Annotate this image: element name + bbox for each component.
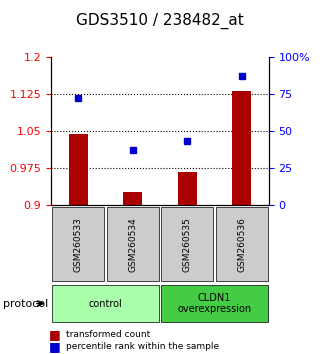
Bar <box>107 207 159 281</box>
Bar <box>161 207 213 281</box>
Text: control: control <box>89 298 123 309</box>
Text: GSM260534: GSM260534 <box>128 217 137 272</box>
Bar <box>52 207 104 281</box>
Bar <box>161 285 268 322</box>
Text: GSM260535: GSM260535 <box>183 217 192 272</box>
Bar <box>52 285 159 322</box>
Text: ■: ■ <box>49 341 60 353</box>
Text: GDS3510 / 238482_at: GDS3510 / 238482_at <box>76 12 244 29</box>
Text: GSM260533: GSM260533 <box>74 217 83 272</box>
Text: GSM260536: GSM260536 <box>237 217 246 272</box>
Text: protocol: protocol <box>3 298 48 309</box>
Text: percentile rank within the sample: percentile rank within the sample <box>66 342 219 352</box>
Text: CLDN1
overexpression: CLDN1 overexpression <box>177 293 252 314</box>
Bar <box>178 172 197 205</box>
Bar <box>123 192 142 205</box>
Bar <box>232 91 251 205</box>
Text: ■: ■ <box>49 328 60 341</box>
Bar <box>69 135 88 205</box>
Bar <box>216 207 268 281</box>
Text: transformed count: transformed count <box>66 330 150 339</box>
FancyArrowPatch shape <box>37 301 43 306</box>
